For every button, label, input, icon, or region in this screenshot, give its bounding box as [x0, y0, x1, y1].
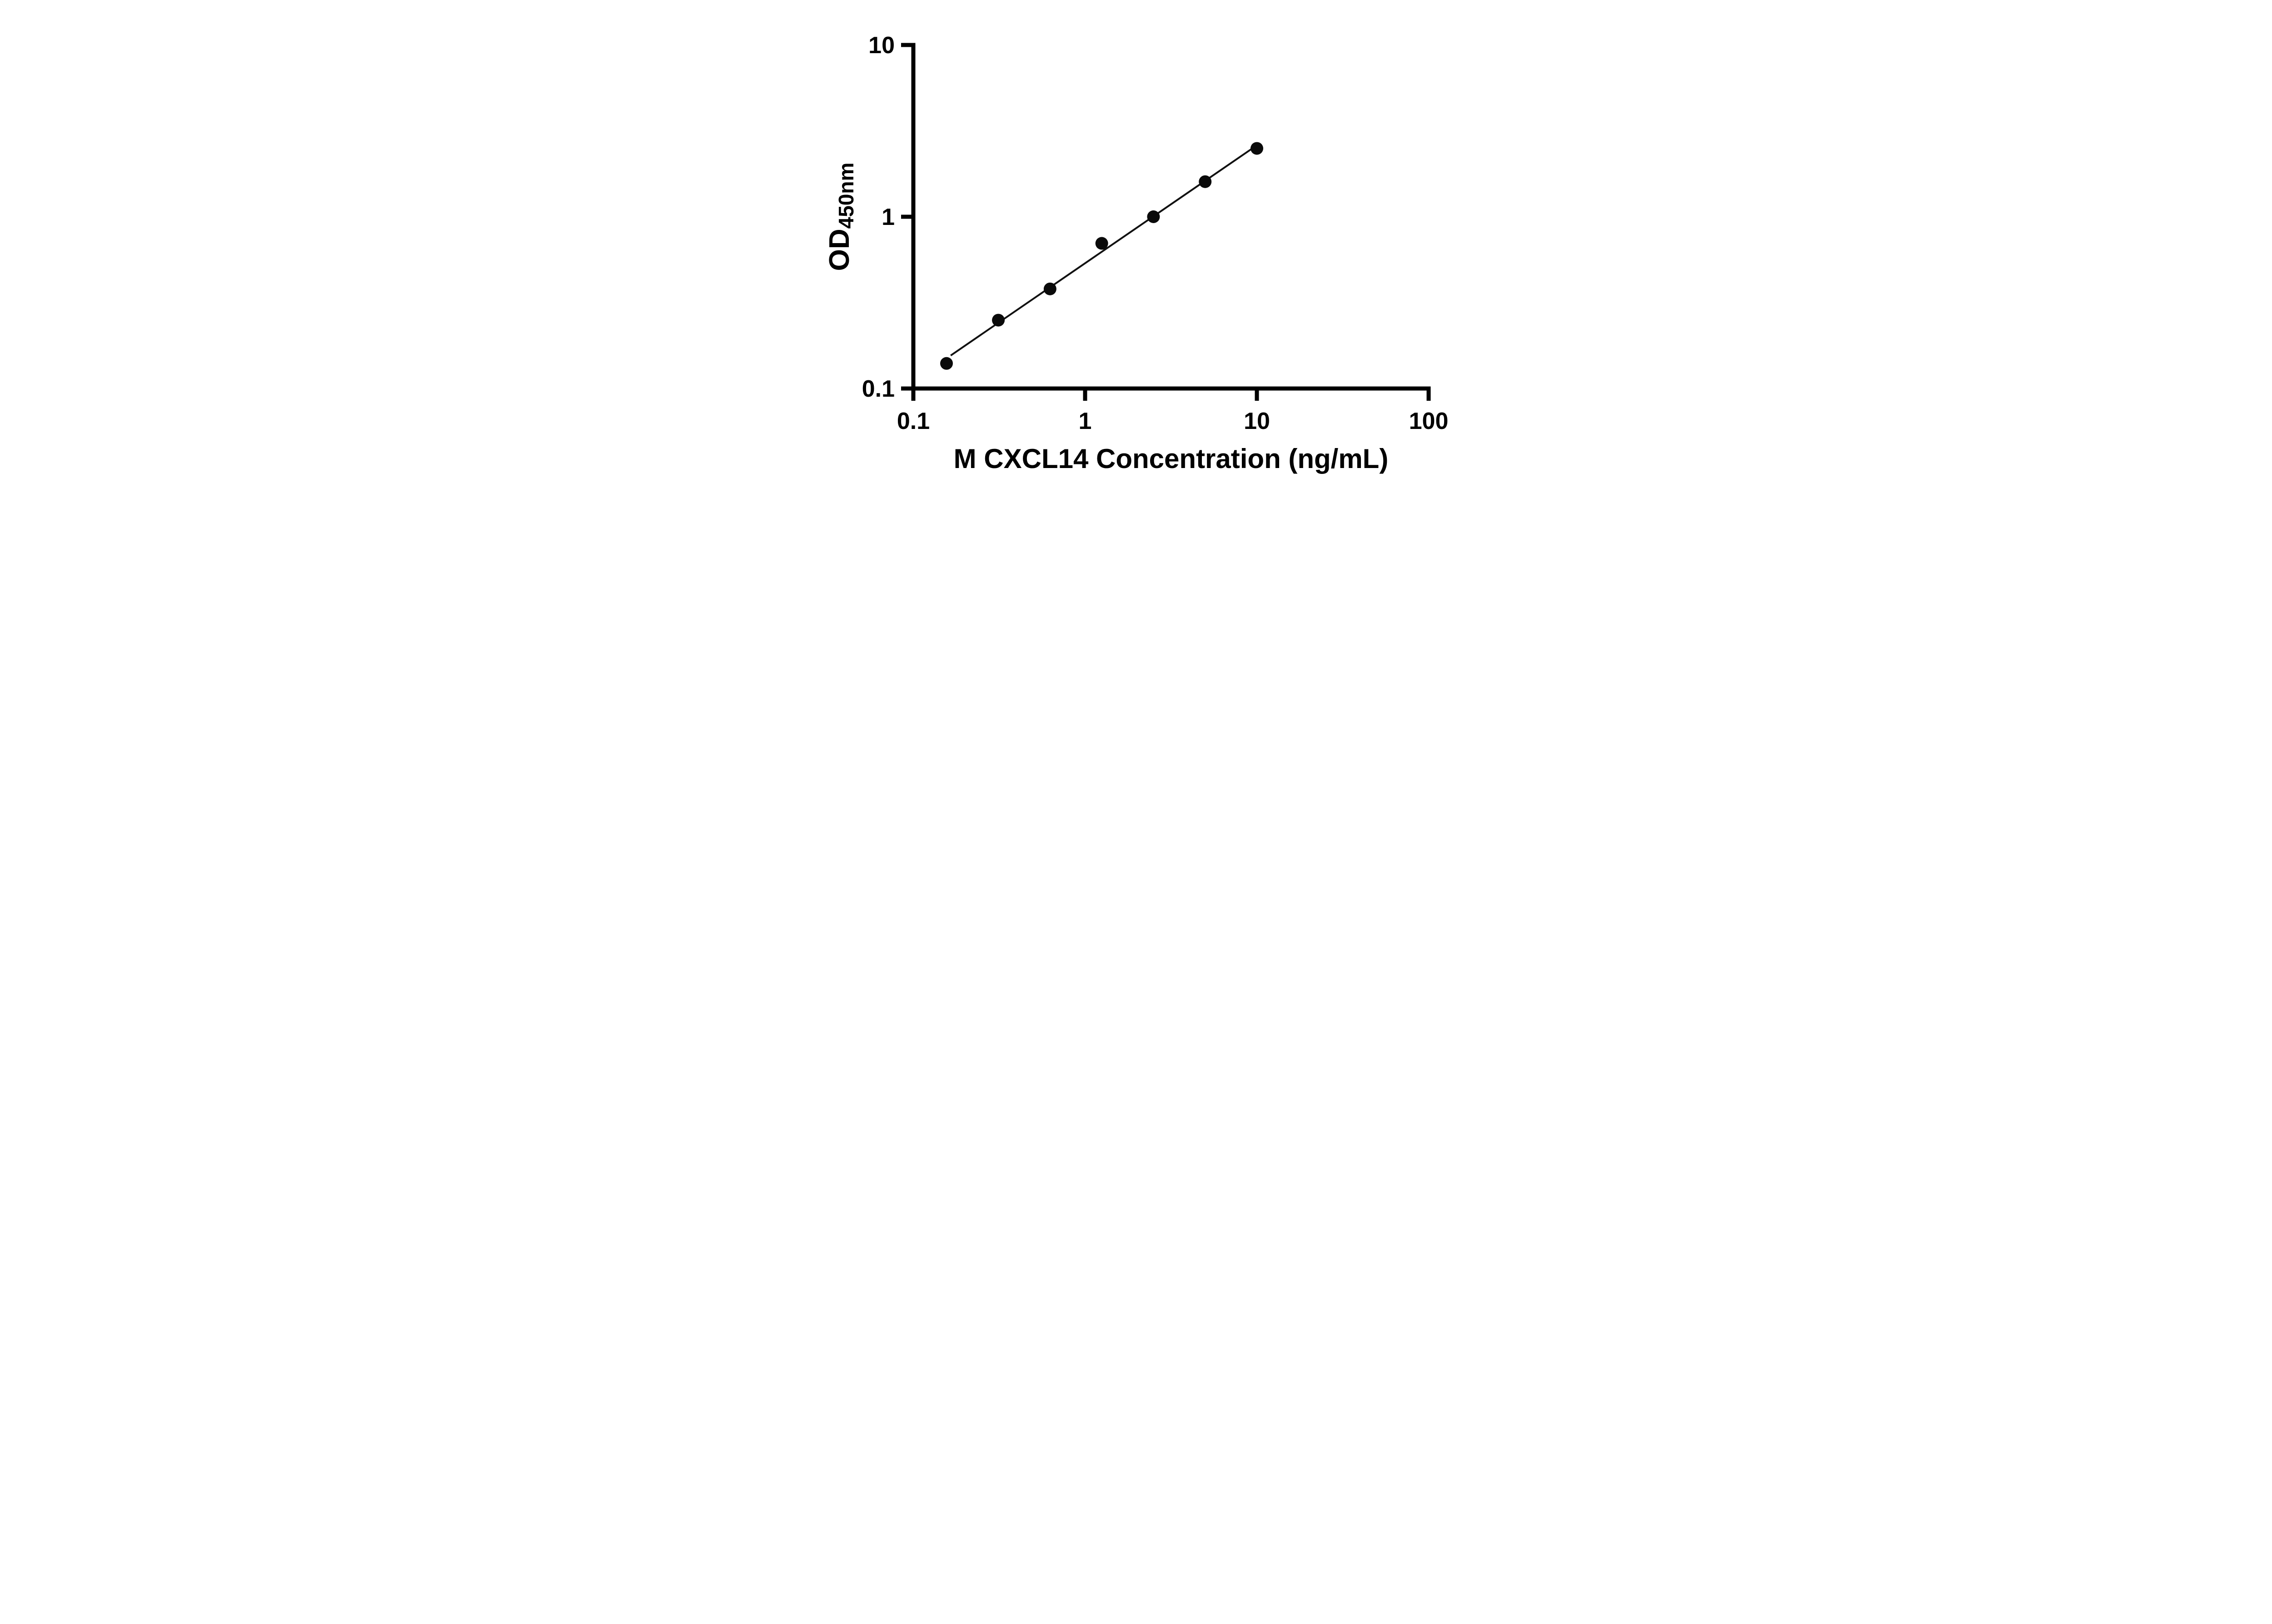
x-axis-title: M CXCL14 Concentration (ng/mL) — [954, 443, 1389, 474]
x-tick-label: 1 — [1079, 408, 1092, 434]
x-tick-label: 100 — [1409, 408, 1449, 434]
x-tick-label: 0.1 — [897, 408, 930, 434]
data-point — [1147, 210, 1160, 223]
chart-svg: 0.1 1 10 0.1 1 10 100 M CXCL14 Concentration (n… — [824, 32, 1449, 474]
data-point — [1251, 142, 1263, 155]
data-point — [1043, 282, 1056, 295]
y-axis-title: OD450nm — [824, 163, 858, 271]
data-point — [1095, 237, 1108, 250]
y-tick-label: 10 — [868, 32, 895, 59]
standard-curve-figure: 0.1 1 10 0.1 1 10 100 M CXCL14 Concentration (n… — [795, 0, 1477, 487]
axes — [911, 43, 1431, 391]
data-point — [1199, 175, 1212, 188]
x-tick-label: 10 — [1244, 408, 1270, 434]
y-tick-label: 1 — [882, 204, 895, 230]
y-tick-label: 0.1 — [862, 376, 895, 402]
data-point — [992, 314, 1005, 327]
data-point — [940, 357, 953, 370]
